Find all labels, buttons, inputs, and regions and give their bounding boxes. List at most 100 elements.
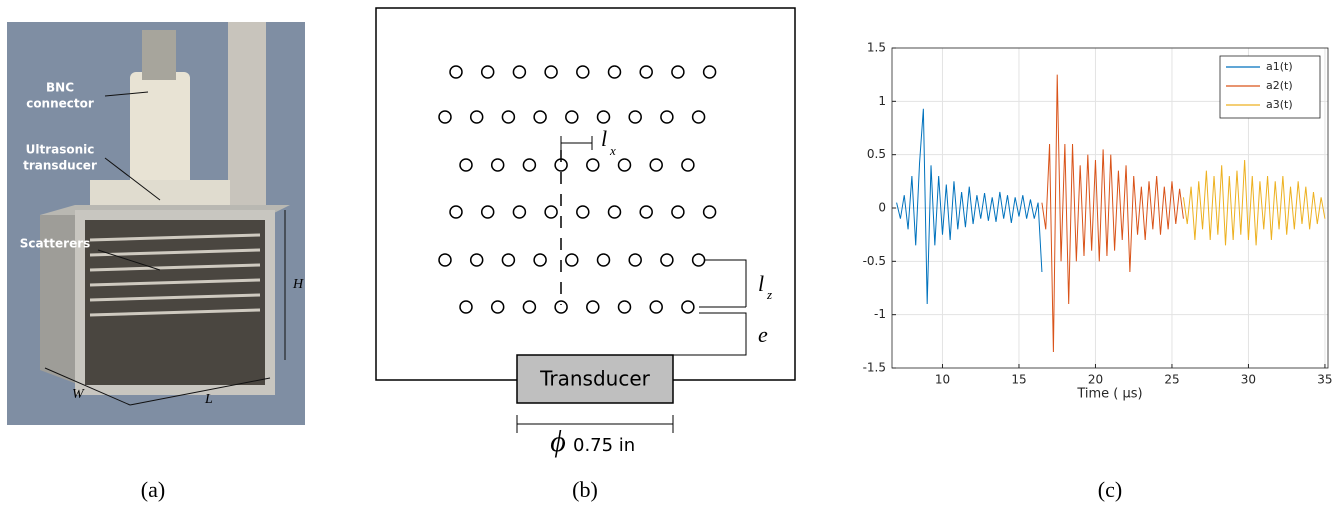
label: x — [609, 143, 616, 158]
scatterer — [544, 205, 558, 219]
scatterer — [554, 158, 568, 172]
scatterer — [607, 205, 622, 219]
scatterer — [691, 110, 706, 124]
y-tick-label: 1 — [878, 94, 886, 108]
axes-box — [891, 47, 1329, 369]
scatterer — [702, 205, 717, 219]
y-tick-label: 0.5 — [867, 147, 886, 161]
label: l — [601, 126, 607, 151]
scatterer — [554, 300, 568, 314]
x-tick-label: 30 — [1241, 373, 1256, 387]
legend-label: a1(t) — [1266, 60, 1293, 73]
legend-box — [1219, 55, 1321, 119]
scatterer — [628, 253, 642, 267]
scatterer — [586, 300, 600, 314]
scatterer — [490, 300, 505, 314]
scatterer — [628, 110, 642, 124]
x-tick-label: 20 — [1088, 373, 1103, 387]
y-tick-label: -1 — [874, 307, 886, 321]
scatterer — [522, 158, 537, 172]
scatterer — [480, 65, 495, 79]
scatterer — [576, 205, 590, 219]
scatterer — [449, 65, 463, 79]
box-side — [40, 215, 80, 385]
box — [375, 7, 796, 381]
legend-label: a2(t) — [1266, 79, 1293, 92]
caption: (a) — [141, 477, 165, 502]
scatterer — [438, 110, 452, 124]
scatterer — [691, 253, 706, 267]
scatterer — [533, 253, 547, 267]
series-line — [1182, 159, 1326, 246]
scatterer — [469, 253, 484, 267]
transducer-body — [130, 72, 190, 192]
scatterer — [533, 110, 547, 124]
scatterer — [512, 205, 527, 219]
scatterer — [607, 65, 622, 79]
scatterer — [576, 65, 590, 79]
scatterer — [639, 205, 653, 219]
scatterer — [512, 65, 527, 79]
scatterer — [660, 253, 674, 267]
label: H — [292, 277, 304, 292]
scatterer — [522, 300, 537, 314]
scatterer — [617, 158, 632, 172]
label: e — [758, 322, 768, 347]
scatterer — [649, 158, 663, 172]
scatterer — [490, 158, 505, 172]
scatterer — [449, 205, 463, 219]
scatterer — [565, 253, 579, 267]
y-tick-label: -0.5 — [863, 254, 886, 268]
scatterer — [501, 253, 516, 267]
scatterer — [681, 300, 695, 314]
caption: (c) — [1098, 477, 1122, 502]
scatterer — [586, 158, 600, 172]
diagram: Transducer l x l z e ϕ 0.75 in — [375, 7, 796, 458]
scatterer — [469, 110, 484, 124]
x-tick-label: 25 — [1164, 373, 1179, 387]
scatterer — [639, 65, 653, 79]
x-tick-label: 10 — [935, 373, 950, 387]
scatterer — [459, 300, 473, 314]
transducer — [516, 354, 674, 404]
scatterer — [544, 65, 558, 79]
scatterer — [660, 110, 674, 124]
bnc — [142, 30, 176, 80]
chart: 1.5 1 0.5 0 -0.5 -1 -1.5 10 15 20 25 30 35 Time ( µs)… — [863, 41, 1333, 402]
y-tick-label: 0 — [878, 201, 886, 215]
scatterer — [681, 158, 695, 172]
caption: (b) — [572, 477, 598, 502]
scatterer — [702, 65, 717, 79]
scatterer — [671, 205, 685, 219]
x-tick-label: 15 — [1011, 373, 1026, 387]
label: BNC — [46, 81, 74, 95]
scatterer — [617, 300, 632, 314]
label: L — [204, 392, 213, 407]
x-axis-label: Time ( µs) — [1076, 387, 1142, 402]
label: 0.75 in — [573, 435, 635, 456]
scatterer — [671, 65, 685, 79]
label: connector — [26, 97, 94, 111]
label: Ultrasonic — [26, 143, 95, 157]
scatterer — [438, 253, 452, 267]
label: z — [766, 287, 772, 302]
scatterer — [565, 110, 579, 124]
series-line — [1041, 74, 1184, 353]
label: l — [758, 271, 764, 296]
box-front — [75, 210, 275, 395]
scatterer — [459, 158, 473, 172]
y-tick-label: 1.5 — [867, 41, 886, 55]
scatterer — [501, 110, 516, 124]
scatterer — [596, 253, 611, 267]
legend-label: a3(t) — [1266, 98, 1293, 111]
series-line — [896, 108, 1043, 305]
x-tick-label: 35 — [1317, 373, 1332, 387]
label: transducer — [23, 159, 97, 173]
label: Transducer — [539, 367, 651, 391]
scatterer — [596, 110, 611, 124]
scatterer — [480, 205, 495, 219]
photo: BNC connector Ultrasonic transducer Scat… — [7, 22, 305, 425]
y-tick-label: -1.5 — [863, 361, 886, 375]
label: Scatterers — [20, 237, 91, 251]
